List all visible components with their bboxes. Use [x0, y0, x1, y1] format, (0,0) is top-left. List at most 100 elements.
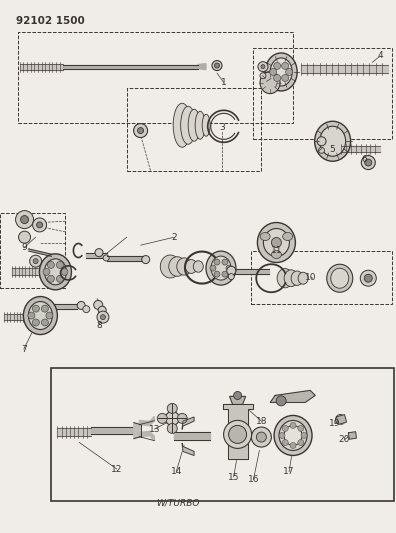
Circle shape [364, 274, 372, 282]
Ellipse shape [327, 264, 353, 292]
Circle shape [226, 265, 232, 271]
Circle shape [298, 425, 304, 431]
Circle shape [98, 306, 106, 314]
Ellipse shape [320, 126, 346, 156]
Text: 19: 19 [329, 419, 341, 428]
Circle shape [32, 305, 39, 312]
Circle shape [234, 391, 242, 400]
Bar [253, 48, 392, 139]
Text: 17: 17 [283, 467, 295, 476]
Text: 14: 14 [171, 467, 182, 476]
Circle shape [279, 432, 285, 439]
Circle shape [42, 319, 48, 326]
Ellipse shape [169, 257, 186, 276]
Circle shape [30, 255, 42, 267]
Text: 1: 1 [221, 78, 227, 87]
Polygon shape [139, 431, 154, 441]
Circle shape [61, 268, 68, 276]
Ellipse shape [188, 109, 200, 141]
Ellipse shape [263, 229, 289, 256]
Circle shape [222, 259, 228, 265]
Circle shape [32, 319, 39, 326]
Circle shape [335, 415, 346, 424]
Polygon shape [182, 417, 194, 429]
Circle shape [301, 432, 307, 439]
Text: 8: 8 [96, 321, 102, 329]
Ellipse shape [23, 296, 57, 335]
Circle shape [142, 255, 150, 264]
Circle shape [103, 255, 109, 261]
Circle shape [43, 268, 50, 276]
Circle shape [260, 72, 266, 79]
Circle shape [77, 301, 85, 310]
Circle shape [21, 215, 29, 224]
Circle shape [282, 62, 289, 69]
Circle shape [177, 414, 187, 423]
Circle shape [274, 62, 281, 69]
Ellipse shape [40, 254, 71, 290]
Circle shape [165, 411, 179, 425]
Circle shape [57, 275, 63, 282]
Circle shape [95, 248, 103, 257]
Circle shape [48, 261, 54, 269]
Ellipse shape [274, 415, 312, 456]
Ellipse shape [279, 421, 307, 450]
Ellipse shape [181, 106, 196, 144]
Circle shape [215, 63, 219, 68]
Text: 2: 2 [171, 233, 177, 241]
Circle shape [282, 425, 288, 431]
Circle shape [361, 156, 375, 169]
Text: 12: 12 [111, 465, 122, 473]
Circle shape [167, 403, 177, 414]
Ellipse shape [185, 260, 197, 273]
Circle shape [290, 423, 296, 429]
Circle shape [83, 305, 90, 313]
Ellipse shape [177, 258, 192, 275]
Circle shape [210, 265, 216, 271]
Polygon shape [337, 415, 346, 424]
Text: 10: 10 [305, 273, 317, 281]
Circle shape [261, 64, 265, 69]
Circle shape [133, 124, 148, 138]
Bar [251, 251, 392, 304]
Text: W/TURBO: W/TURBO [156, 498, 200, 507]
Text: 18: 18 [255, 417, 267, 425]
Ellipse shape [44, 259, 67, 285]
Circle shape [228, 425, 247, 443]
Polygon shape [134, 423, 141, 439]
Circle shape [46, 312, 53, 319]
Circle shape [101, 314, 105, 320]
Circle shape [290, 442, 296, 448]
Ellipse shape [211, 256, 231, 280]
Ellipse shape [284, 425, 302, 446]
Text: 13: 13 [148, 425, 160, 433]
Text: 20: 20 [339, 435, 350, 444]
Circle shape [282, 75, 289, 82]
Polygon shape [348, 432, 356, 439]
Circle shape [222, 271, 228, 277]
Text: 11: 11 [271, 246, 283, 255]
Polygon shape [198, 63, 206, 70]
Ellipse shape [206, 251, 236, 285]
Text: 15: 15 [228, 473, 240, 481]
Ellipse shape [193, 261, 203, 272]
Ellipse shape [160, 255, 180, 278]
Circle shape [167, 423, 177, 433]
Ellipse shape [270, 58, 292, 86]
Ellipse shape [260, 232, 270, 240]
Ellipse shape [331, 268, 349, 288]
Polygon shape [182, 443, 194, 456]
Text: 9: 9 [21, 244, 27, 252]
Circle shape [258, 62, 268, 71]
Circle shape [19, 231, 30, 243]
Bar [0, 213, 65, 288]
Ellipse shape [173, 103, 191, 147]
Circle shape [276, 396, 286, 406]
Ellipse shape [195, 111, 205, 139]
Circle shape [15, 211, 34, 229]
Text: 7: 7 [21, 345, 27, 353]
Ellipse shape [260, 71, 280, 94]
Ellipse shape [29, 302, 52, 329]
Circle shape [57, 261, 63, 269]
Polygon shape [230, 397, 246, 405]
